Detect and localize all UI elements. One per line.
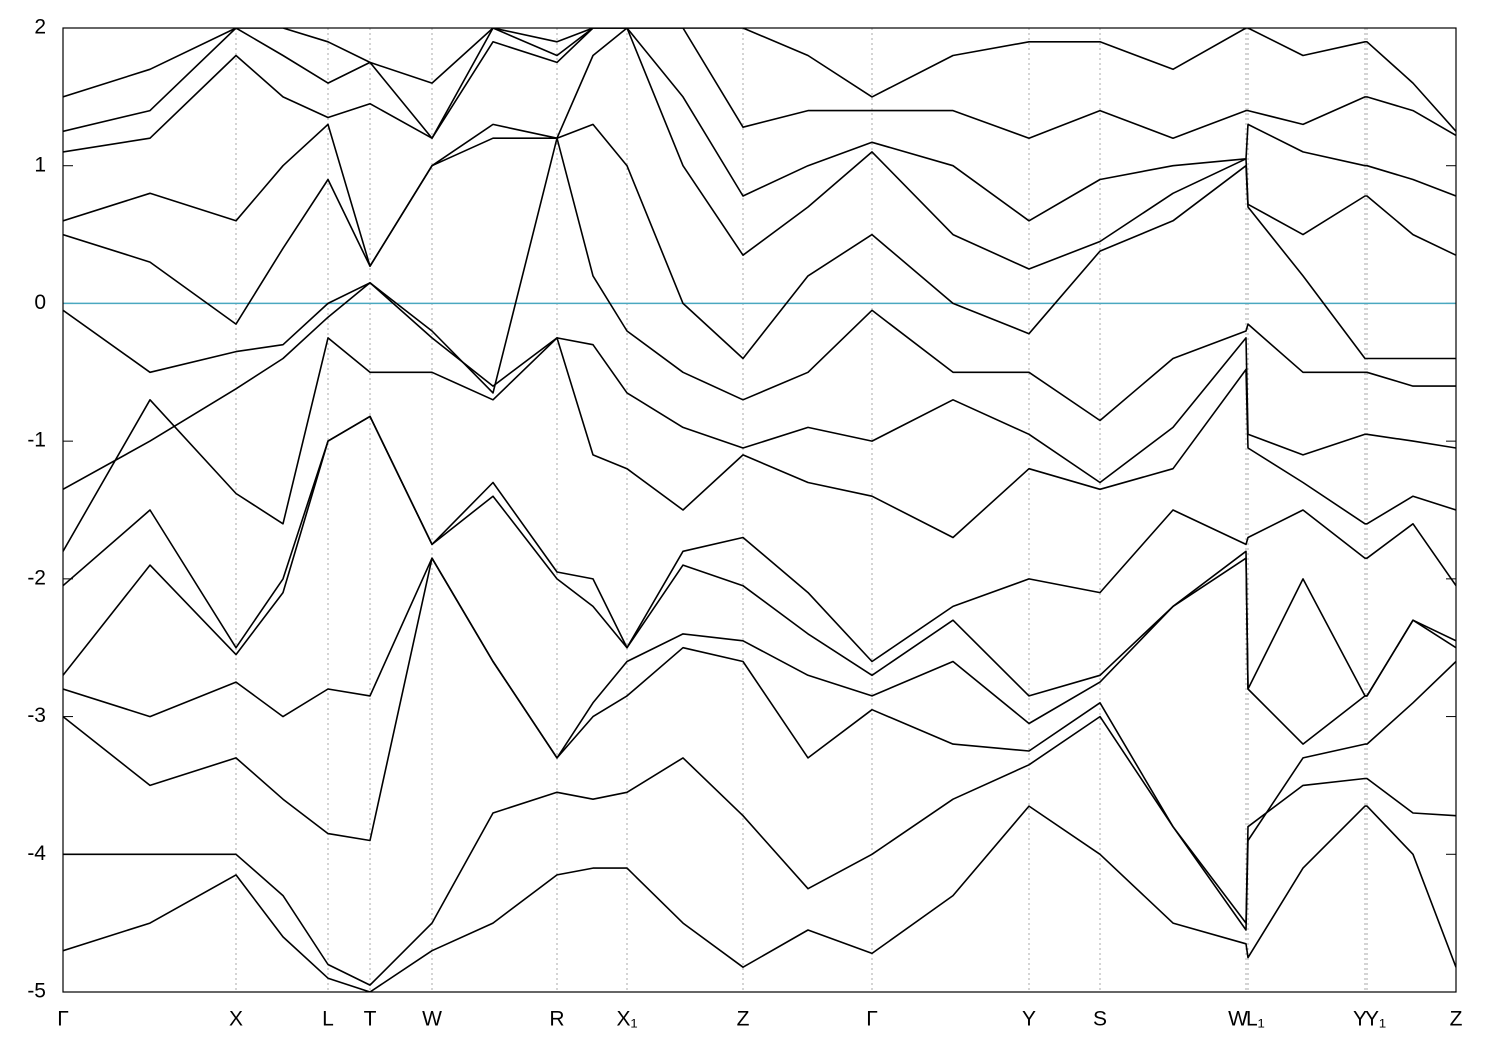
x-tick-label: Z <box>1450 1008 1463 1031</box>
x-tick-label: T <box>364 1008 377 1031</box>
x-tick-label: Y <box>1353 1008 1367 1031</box>
band-line <box>63 715 1456 986</box>
bands <box>63 28 1456 992</box>
band-line <box>63 28 1456 270</box>
band-line <box>63 337 1456 552</box>
y-tick-label: -2 <box>27 566 46 589</box>
y-tick-label: -5 <box>27 980 46 1003</box>
band-line <box>63 123 1456 360</box>
x-tick-label: W <box>1228 1008 1248 1031</box>
band-line <box>63 28 1456 222</box>
y-tick-label: 2 <box>34 16 46 39</box>
x-tick-label: X <box>229 1008 243 1031</box>
y-tick-label: 0 <box>34 291 46 314</box>
band-line <box>63 282 1456 490</box>
y-tick-label: 1 <box>34 153 46 176</box>
x-tick-label: Γ <box>866 1008 878 1031</box>
band-line <box>63 557 1456 759</box>
y-tick-label: -3 <box>27 704 46 727</box>
x-tick-label: Y <box>1022 1008 1036 1031</box>
band-line <box>63 28 1456 139</box>
y-tick-label: -4 <box>27 842 46 865</box>
x-tick-label: L₁ <box>1246 1008 1265 1031</box>
band-line <box>63 415 1456 697</box>
plot-frame <box>62 27 1457 993</box>
x-tick-label: X₁ <box>616 1008 637 1031</box>
x-tick-label: W <box>422 1008 442 1031</box>
band-line <box>63 415 1456 663</box>
band-line <box>63 557 1456 931</box>
band-line <box>63 137 1456 422</box>
band-line <box>63 805 1456 992</box>
x-tick-label: Z <box>737 1008 750 1031</box>
x-tick-label: Γ <box>57 1008 69 1031</box>
x-tick-label: Y₁ <box>1365 1008 1386 1031</box>
x-tick-label: R <box>549 1008 564 1031</box>
x-tick-label: S <box>1093 1008 1107 1031</box>
y-tick-label: -1 <box>27 429 46 452</box>
band-line <box>63 28 1456 132</box>
x-tick-label: L <box>322 1008 334 1031</box>
